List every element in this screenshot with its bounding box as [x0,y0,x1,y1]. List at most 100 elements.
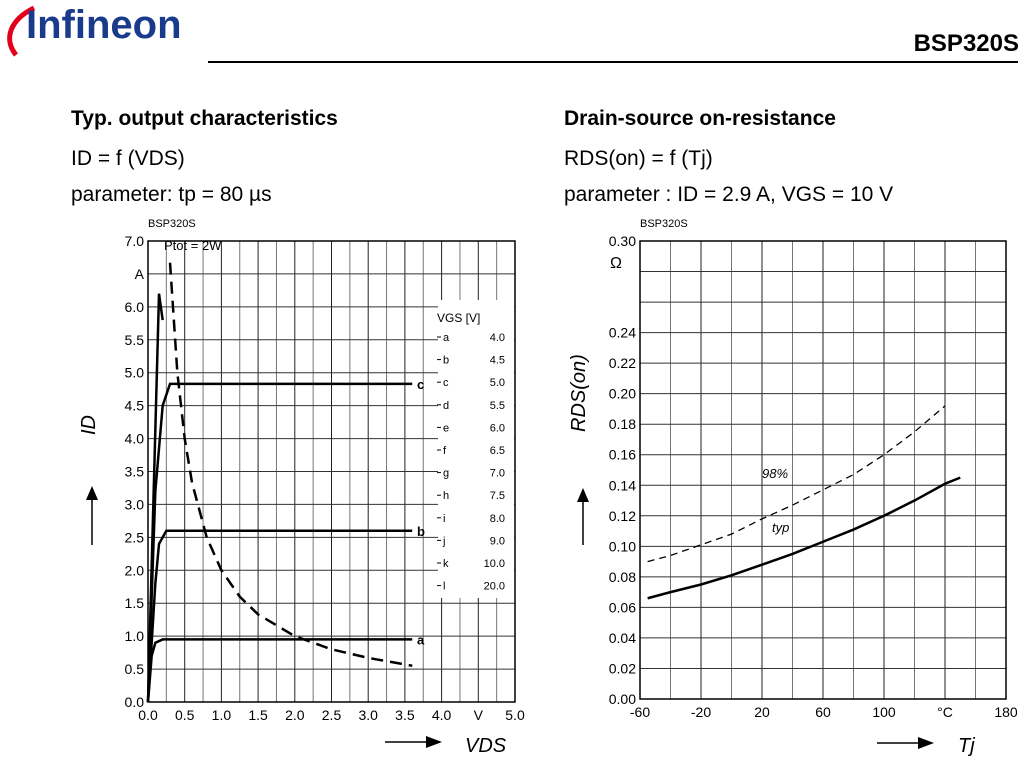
legend-value: 20.0 [484,581,505,593]
legend-value: 6.5 [490,445,505,457]
left-y-tick-label: 4.0 [125,431,145,447]
left-x-tick-label: 3.5 [395,707,415,723]
legend-key: c [443,377,449,389]
legend-value: 8.0 [490,513,505,525]
left-series-b [146,529,413,703]
left-y-tick-label: 0.0 [125,694,145,710]
series-label-typ: typ [772,520,789,535]
left-series-d-l [146,293,164,703]
1-x-tick-label: -60 [630,704,650,720]
legend-key: i [443,513,445,525]
series-label-98: 98% [762,466,788,481]
left-y-tick-label: 0.5 [125,661,145,677]
part-number: BSP320S [913,30,1019,57]
left-formula: ID = f (VDS) [71,147,185,170]
ptot-annotation: Ptot = 2W [164,238,222,253]
header-rule [208,61,1018,63]
legend-value: 5.0 [490,377,505,389]
left-plot-frame [147,240,516,703]
1-series-98% [647,405,946,563]
left-series-Ptot [168,262,413,668]
y-arrow-head-icon [577,488,589,502]
legend-key: b [443,355,449,367]
1-y-tick-label: 0.30 [609,233,636,249]
legend-key: f [443,445,447,457]
left-y-tick-label: 7.0 [125,233,145,249]
right-title: Drain-source on-resistance [564,107,836,130]
left-title: Typ. output characteristics [71,107,338,130]
legend-value: 7.5 [490,490,505,502]
left-x-tick-label: 5.0 [505,707,525,723]
left-x-tick-label: 1.5 [248,707,268,723]
left-x-tick-label: 4.0 [432,707,452,723]
legend-key: d [443,400,449,412]
1-y-tick-label: 0.10 [609,538,636,554]
left-x-tick-label: 2.5 [322,707,342,723]
1-x-tick-label: 60 [815,704,831,720]
1-y-tick-label: 0.04 [609,630,636,646]
left-y-tick-label: 4.5 [125,398,145,414]
x-axis-label-tj: Tj [958,735,975,757]
x-arrow-head-icon [918,737,934,749]
left-y-tick-label: 6.0 [125,299,145,315]
left-tag: BSP320S [148,218,196,230]
1-y-tick-label: 0.18 [609,416,636,432]
left-x-tick-label: 2.0 [285,707,305,723]
left-y-tick-label: A [135,266,145,282]
y-unit-ohm: Ω [610,255,622,272]
right-formula: RDS(on) = f (Tj) [564,147,713,170]
1-y-tick-label: 0.08 [609,569,636,585]
y-arrow-head-icon [86,486,98,500]
legend-value: 4.0 [490,332,505,344]
legend-key: j [442,535,445,547]
1-plot-frame [639,240,1007,700]
left-x-tick-label: V [474,707,484,723]
left-x-tick-label: 0.5 [175,707,195,723]
1-y-tick-label: 0.24 [609,325,636,341]
left-x-tick-label: 3.0 [358,707,378,723]
legend-value: 9.0 [490,535,505,547]
svg-text:Infineon: Infineon [26,3,182,47]
legend-value: 7.0 [490,468,505,480]
left-y-tick-label: 1.0 [125,628,145,644]
left-param: parameter: tp = 80 µs [71,183,272,206]
left-y-tick-label: 2.5 [125,529,145,545]
curve-label-b: b [417,524,425,539]
1-y-tick-label: 0.00 [609,691,636,707]
legend-value: 10.0 [484,558,505,570]
1-y-tick-label: 0.16 [609,447,636,463]
legend-box [438,300,514,598]
1-y-tick-label: 0.20 [609,386,636,402]
legend-key: a [443,332,450,344]
1-y-tick-label: 0.12 [609,508,636,524]
x-arrow-head-icon [426,736,442,748]
left-y-tick-label: 2.0 [125,562,145,578]
curve-label-c: c [417,377,424,392]
curve-label-a: a [417,632,425,647]
1-x-tick-label: -20 [691,704,711,720]
legend-value: 4.5 [490,355,505,367]
left-y-tick-label: 5.0 [125,365,145,381]
legend-key: k [443,558,449,570]
x-axis-label: VDS [465,735,507,757]
legend-key: l [443,581,445,593]
y-axis-label-rds: RDS(on) [568,354,590,432]
y-axis-label: ID [78,415,100,435]
1-y-tick-label: 0.06 [609,599,636,615]
legend-value: 6.0 [490,422,505,434]
left-y-tick-label: 1.5 [125,595,145,611]
left-y-tick-label: 3.0 [125,496,145,512]
legend-value: 5.5 [490,400,505,412]
1-y-tick-label: 0.14 [609,477,636,493]
1-x-tick-label: 100 [872,704,896,720]
legend-key: e [443,422,449,434]
1-y-tick-label: 0.02 [609,660,636,676]
left-x-tick-label: 0.0 [138,707,158,723]
infineon-logo: Infineon [7,3,182,57]
left-series-a [146,638,413,703]
left-series-c [146,382,413,703]
left-x-tick-label: 1.0 [212,707,232,723]
legend-title: VGS [V] [437,311,480,325]
1-x-tick-label: 20 [754,704,770,720]
1-series-typ [647,476,961,600]
